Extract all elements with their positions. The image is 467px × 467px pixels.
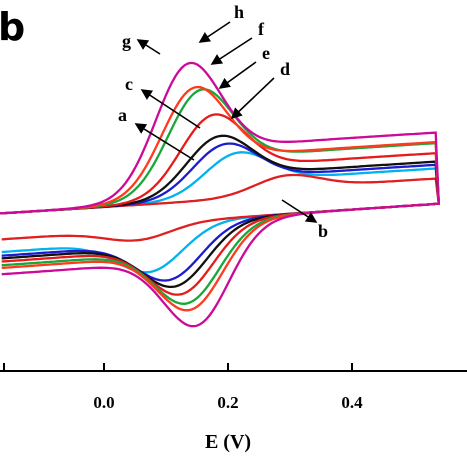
curve-arrow-a [134, 123, 195, 161]
curve-arrow-e [218, 61, 257, 89]
curve-annotations: hf g ed ca b [118, 2, 328, 241]
curve-label-g: g [122, 31, 131, 51]
curve-arrow-d [230, 77, 275, 120]
curve-label-a: a [118, 105, 127, 125]
series-curves [0, 61, 441, 328]
curve-label-c: c [125, 74, 133, 94]
curve-arrow-c [140, 89, 201, 129]
curve-label-f: f [258, 19, 265, 39]
x-tick-label: 0.4 [341, 393, 363, 412]
curve-arrow-g [136, 39, 161, 55]
curve-arrow-b [281, 199, 318, 223]
x-tick-label: 0.0 [93, 393, 114, 412]
series-curve-g [0, 85, 441, 312]
curve-label-b: b [318, 221, 328, 241]
curve-arrow-h [198, 21, 231, 43]
x-axis-title: E (V) [205, 431, 251, 453]
x-ticks [3, 363, 353, 371]
series-curve-h [0, 61, 440, 328]
x-tick-labels: 0.00.20.40 [93, 393, 363, 412]
curve-label-h: h [234, 2, 244, 22]
curve-arrow-f [210, 37, 253, 65]
curve-label-d: d [280, 59, 290, 79]
curve-label-e: e [262, 43, 270, 63]
panel-letter: b [0, 5, 25, 49]
x-tick-label: 0.2 [217, 393, 238, 412]
